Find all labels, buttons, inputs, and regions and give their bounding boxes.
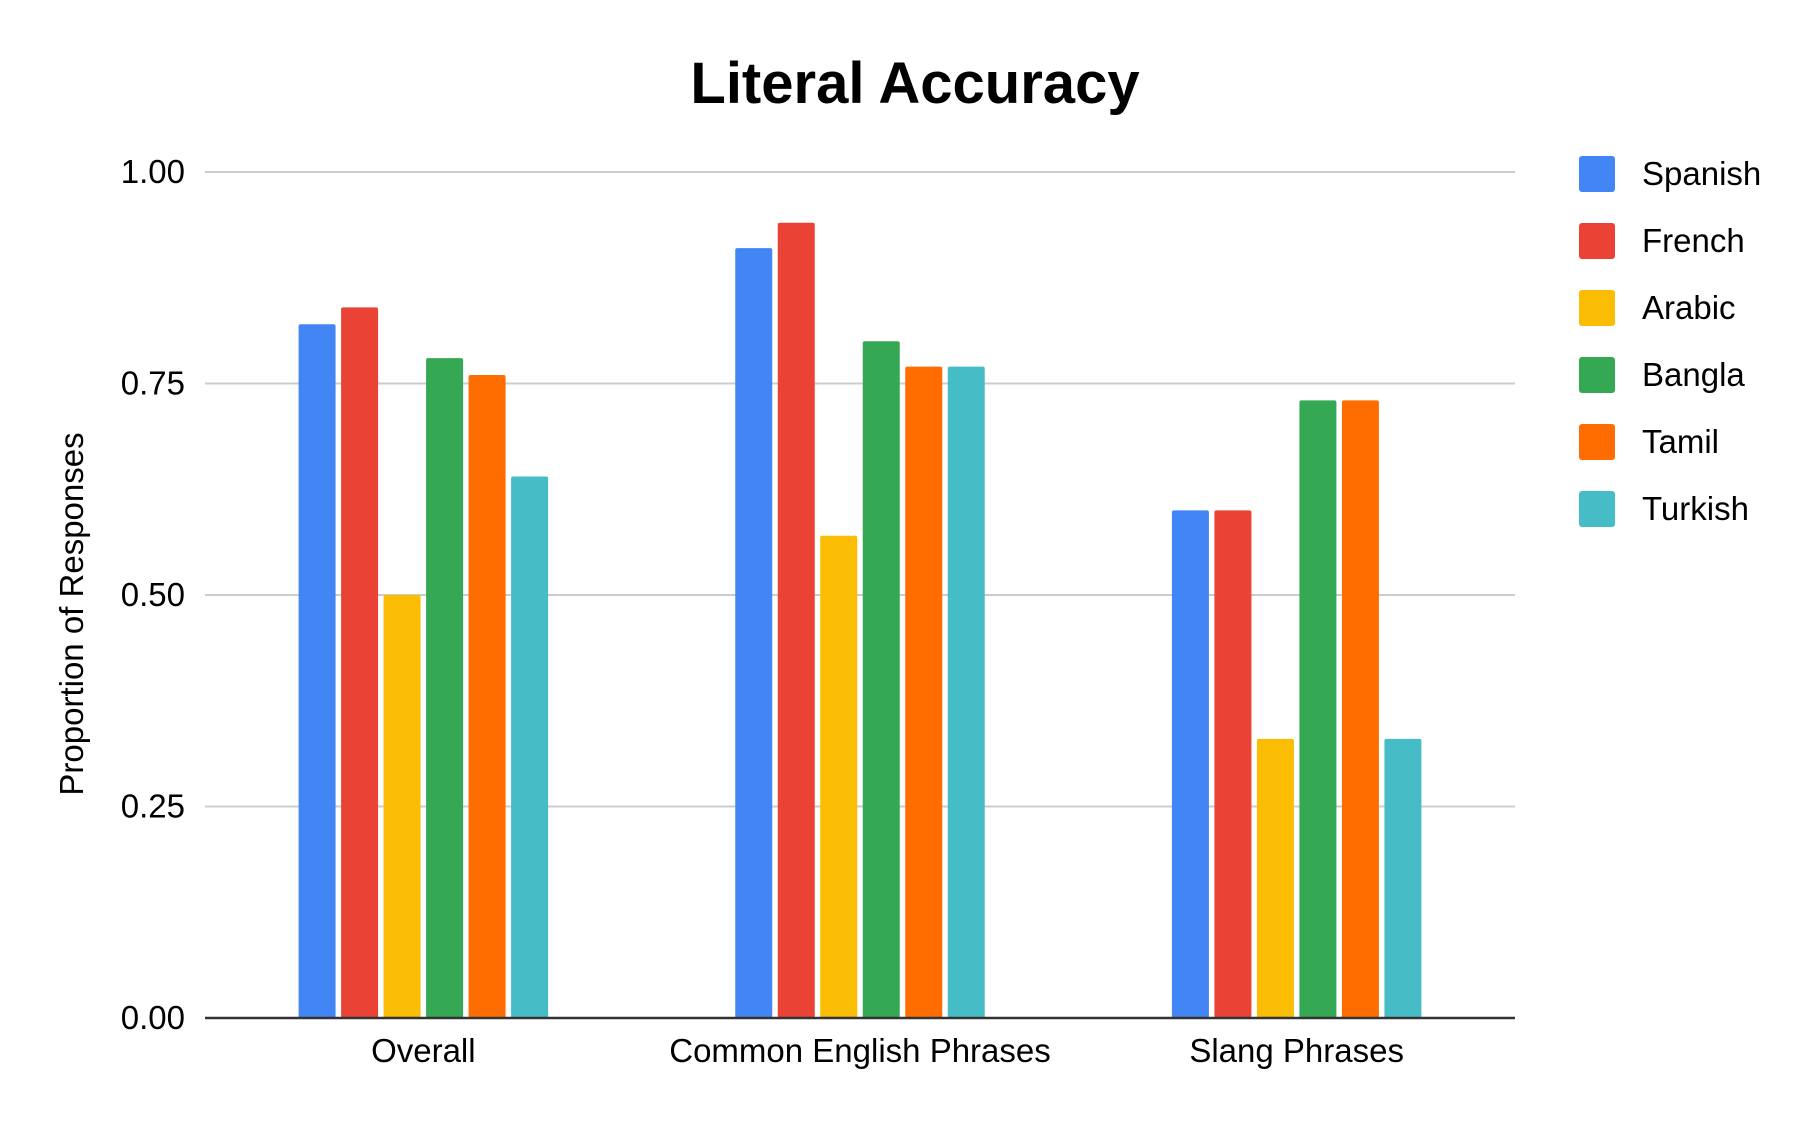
bar-spanish-common-english-phrases [735, 248, 773, 1018]
legend-swatch-bangla [1579, 357, 1615, 393]
legend-label-french: French [1642, 222, 1745, 259]
x-tick-label: Overall [371, 1032, 476, 1069]
bar-french-overall [341, 307, 379, 1018]
bar-tamil-common-english-phrases [905, 366, 943, 1019]
y-tick-label: 0.25 [121, 788, 185, 825]
bars [298, 222, 1422, 1019]
chart-title: Literal Accuracy [690, 51, 1139, 116]
y-axis-ticks: 0.00 0.25 0.50 0.75 1.00 [121, 153, 185, 1036]
legend: Spanish French Arabic Bangla Tamil Turkish [1579, 155, 1761, 527]
legend-label-bangla: Bangla [1642, 356, 1745, 393]
y-tick-label: 0.75 [121, 365, 185, 402]
bar-turkish-overall [511, 476, 549, 1018]
bar-spanish-overall [298, 324, 336, 1018]
bar-tamil-overall [468, 375, 506, 1018]
legend-swatch-french [1579, 223, 1615, 259]
bar-arabic-common-english-phrases [820, 535, 858, 1018]
bar-arabic-overall [383, 595, 421, 1018]
bar-turkish-common-english-phrases [947, 366, 985, 1019]
bar-arabic-slang-phrases [1256, 738, 1294, 1018]
legend-swatch-spanish [1579, 156, 1615, 192]
bar-turkish-slang-phrases [1384, 738, 1422, 1018]
bar-bangla-overall [426, 358, 464, 1018]
x-tick-label: Slang Phrases [1189, 1032, 1404, 1069]
bar-french-slang-phrases [1214, 510, 1252, 1018]
legend-swatch-arabic [1579, 290, 1615, 326]
y-axis-label: Proportion of Responses [53, 432, 90, 795]
gridlines [205, 171, 1515, 808]
bar-tamil-slang-phrases [1341, 400, 1379, 1018]
legend-label-arabic: Arabic [1642, 289, 1736, 326]
x-axis: Overall Common English Phrases Slang Phras… [205, 1016, 1515, 1069]
y-tick-label: 1.00 [121, 153, 185, 190]
legend-swatch-tamil [1579, 424, 1615, 460]
legend-label-tamil: Tamil [1642, 423, 1719, 460]
legend-swatch-turkish [1579, 491, 1615, 527]
legend-label-spanish: Spanish [1642, 155, 1761, 192]
bar-bangla-common-english-phrases [862, 341, 900, 1018]
y-tick-label: 0.00 [121, 999, 185, 1036]
y-tick-label: 0.50 [121, 576, 185, 613]
x-tick-label: Common English Phrases [669, 1032, 1051, 1069]
bar-spanish-slang-phrases [1171, 510, 1209, 1018]
legend-label-turkish: Turkish [1642, 490, 1749, 527]
bar-bangla-slang-phrases [1299, 400, 1337, 1018]
bar-french-common-english-phrases [777, 222, 815, 1018]
